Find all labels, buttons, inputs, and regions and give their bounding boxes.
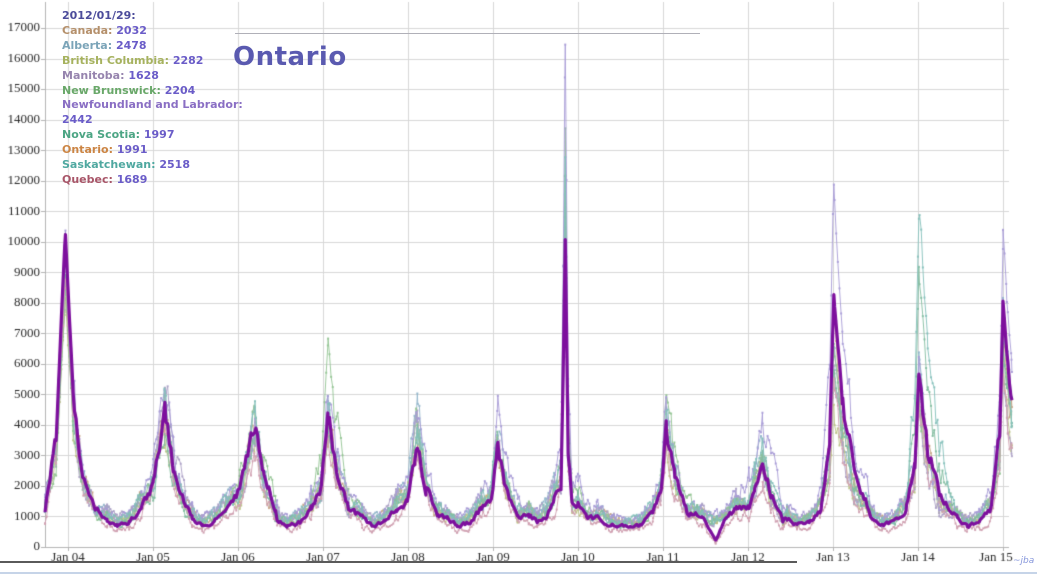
legend-entry: Quebec: 1689 bbox=[62, 172, 148, 186]
header-rule bbox=[235, 33, 700, 34]
legend-entry: Newfoundland and Labrador: 2442 bbox=[62, 98, 243, 127]
legend-entry: Ontario: 1991 bbox=[62, 143, 148, 157]
bottom-rule-dark bbox=[0, 561, 797, 563]
chart-title: Ontario bbox=[233, 42, 347, 72]
legend-entry: Manitoba: 1628 bbox=[62, 68, 159, 82]
legend-entry: Nova Scotia: 1997 bbox=[62, 128, 175, 142]
legend-entry: Canada: 2032 bbox=[62, 23, 147, 37]
legend-entries: Canada: 2032 Alberta: 2478 British Columbi… bbox=[62, 24, 244, 188]
legend-entry: Saskatchewan: 2518 bbox=[62, 158, 190, 172]
chart-legend: 2012/01/29: Canada: 2032 Alberta: 2478 Bri… bbox=[62, 9, 244, 188]
legend-date: 2012/01/29: bbox=[62, 9, 136, 22]
legend-entry: Alberta: 2478 bbox=[62, 38, 147, 52]
legend-entry: British Columbia: 2282 bbox=[62, 53, 204, 67]
legend-entry: New Brunswick: 2204 bbox=[62, 83, 196, 97]
bottom-rule-light bbox=[0, 572, 1037, 574]
watermark-signature: ~jba bbox=[1013, 556, 1035, 566]
